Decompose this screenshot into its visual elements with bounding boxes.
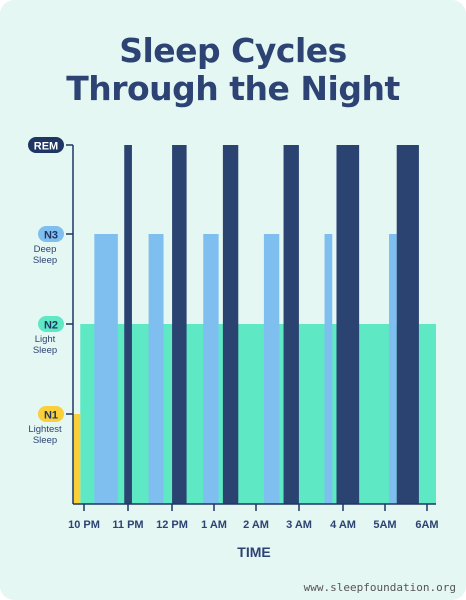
bar-n1-0 [73,414,81,504]
y-tag-pill-n1 [38,406,64,422]
bar-rem-12 [396,145,419,504]
chart-title: Sleep Cycles Through the Night [0,32,466,108]
x-axis-label: TIME [237,544,270,560]
bar-n2-background [80,324,436,504]
y-tag-text-n2: N2 [44,320,58,332]
bar-rem-2 [124,145,132,504]
bar-rem-6 [222,145,239,504]
x-tick-label-7: 5AM [373,519,396,531]
bar-n3-7 [263,234,280,504]
y-labels: REMN3DeepSleepN2LightSleepN1LightestSlee… [28,137,64,446]
bar-n3-9 [324,234,333,504]
x-tick-label-8: 6AM [415,519,438,531]
y-desc-n2-0: Light [35,334,56,345]
y-desc-n3-1: Sleep [33,255,57,266]
y-tag-text-rem: REM [34,141,58,153]
bar-rem-8 [283,145,299,504]
bars-layer [73,145,419,504]
y-desc-n3-0: Deep [34,244,57,255]
x-tick-label-2: 12 PM [156,519,188,531]
y-tag-pill-n3 [38,226,64,242]
y-tag-text-n3: N3 [44,230,58,242]
chart-title-line-2: Through the Night [66,69,400,108]
y-desc-n1-0: Lightest [28,424,62,435]
background-layer [80,324,436,504]
y-tag-pill-rem [28,137,64,153]
y-tag-pill-n2 [38,316,64,332]
source-footer: www.sleepfoundation.org [303,581,456,594]
x-tick-label-5: 3 AM [286,519,312,531]
y-desc-n1-1: Sleep [33,435,57,446]
y-tag-text-n1: N1 [44,410,58,422]
bar-n3-11 [389,234,397,504]
x-tick-label-0: 10 PM [68,519,100,531]
x-tick-label-4: 2 AM [243,519,269,531]
bar-n3-5 [203,234,219,504]
y-desc-n2-1: Sleep [33,345,57,356]
x-tick-label-1: 11 PM [112,519,143,531]
axis-layer [66,144,436,511]
bar-rem-4 [172,145,187,504]
bar-n3-3 [148,234,164,504]
y-label-rem: REM [28,137,64,153]
x-tick-labels: 10 PM 11 PM 12 PM 1 AM 2 AM 3 AM 4 AM 5AM 6AM [68,519,439,531]
chart-title-line-1: Sleep Cycles [119,31,347,70]
x-tick-label-6: 4 AM [330,519,356,531]
bar-rem-10 [336,145,360,504]
x-tick-label-3: 1 AM [201,519,227,531]
bar-n3-1 [94,234,118,504]
